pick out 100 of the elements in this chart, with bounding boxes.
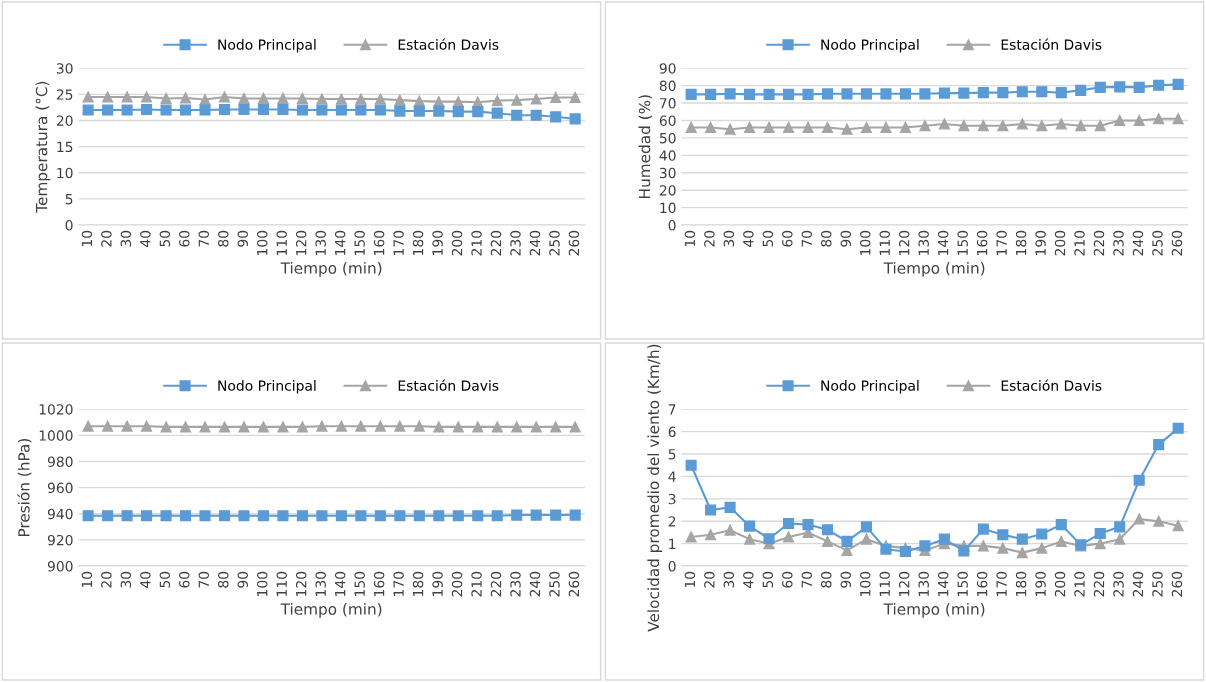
y-tick-label: 70 [659,98,676,109]
point [1133,81,1145,93]
x-tick-label: 230 [1113,571,1124,597]
point [841,123,853,135]
x-tick-label: 240 [1132,230,1144,256]
x-axis-title: Tiempo (min) [280,602,382,618]
point [1036,528,1048,540]
point [782,517,795,530]
point [977,120,989,132]
point [452,510,464,522]
x-tick-label: 200 [451,230,463,256]
point [413,510,425,522]
x-tick-label: 80 [218,230,229,247]
point [374,510,386,522]
point [530,509,542,521]
x-tick-label: 250 [549,230,560,256]
point [744,121,756,134]
point [82,510,94,522]
y-axis-title: Temperatura (°C) [35,81,51,213]
point [1133,513,1145,525]
point [1153,79,1165,91]
x-tick-label: 10 [684,230,696,247]
x-tick-label: 230 [1113,230,1124,256]
point [782,88,795,100]
point [1094,81,1106,93]
y-tick-label: 30 [56,63,73,74]
x-tick-label: 250 [1152,230,1163,256]
point [530,109,542,121]
x-tick-label: 40 [743,230,754,247]
x-tick-label: 110 [879,230,890,255]
y-axis-title: Presión (hPa) [17,439,32,537]
legend-label: Nodo Principal [218,380,316,394]
x-tick-label: 250 [549,571,560,597]
point [685,88,697,100]
point [433,105,445,117]
point [394,94,406,106]
x-tick-label: 50 [159,230,171,247]
point [296,510,308,522]
x-tick-label: 260 [1171,571,1183,597]
x-tick-label: 10 [684,571,696,588]
point [705,529,717,541]
legend-label: Estación Davis [1001,379,1102,391]
y-tick-label: 5 [668,449,676,460]
x-tick-label: 20 [704,230,715,247]
x-tick-label: 190 [432,571,443,596]
point [997,529,1009,541]
x-tick-label: 230 [510,571,521,597]
point [1036,542,1048,554]
point [472,421,484,433]
y-tick-label: 20 [659,185,676,196]
y-tick-label: 0 [668,220,676,231]
point [491,107,503,119]
point [374,93,386,105]
point [218,103,231,116]
point [121,420,133,432]
x-tick-label: 40 [140,230,151,247]
point [1055,87,1067,99]
y-tick-label: 40 [659,150,676,161]
x-tick-label: 10 [81,230,93,247]
point [977,87,989,99]
point [1114,521,1126,533]
point [257,92,270,105]
point [685,531,697,543]
point [919,540,931,552]
point [958,87,970,99]
point [782,121,795,134]
x-tick-label: 90 [237,230,249,247]
point [1094,538,1106,550]
point [821,121,834,134]
point [880,543,892,555]
point [413,105,425,117]
y-tick-label: 90 [659,63,676,74]
point [277,103,289,116]
point [685,121,697,134]
y-tick-label: 920 [47,534,73,546]
point [316,510,328,522]
x-tick-label: 150 [354,571,365,596]
point [1075,84,1087,96]
point [491,421,503,433]
point [179,421,192,433]
point [179,510,192,522]
point [958,120,970,132]
x-tick-label: 70 [801,230,813,247]
x-tick-label: 220 [490,230,502,256]
point [238,103,250,116]
x-tick-label: 190 [1035,230,1046,255]
point [550,111,562,123]
point [452,421,464,433]
x-tick-label: 180 [1015,571,1027,596]
y-tick-label: 1 [669,538,676,549]
y-tick-label: 960 [47,482,73,494]
x-tick-label: 30 [120,571,132,588]
x-tick-label: 130 [918,571,929,596]
point [277,510,289,522]
legend-label: Estación Davis [398,379,499,391]
x-tick-label: 240 [529,230,541,256]
x-tick-label: 120 [898,230,910,255]
point [1172,78,1184,90]
x-tick-label: 260 [1171,230,1183,256]
x-tick-label: 200 [1054,230,1066,256]
